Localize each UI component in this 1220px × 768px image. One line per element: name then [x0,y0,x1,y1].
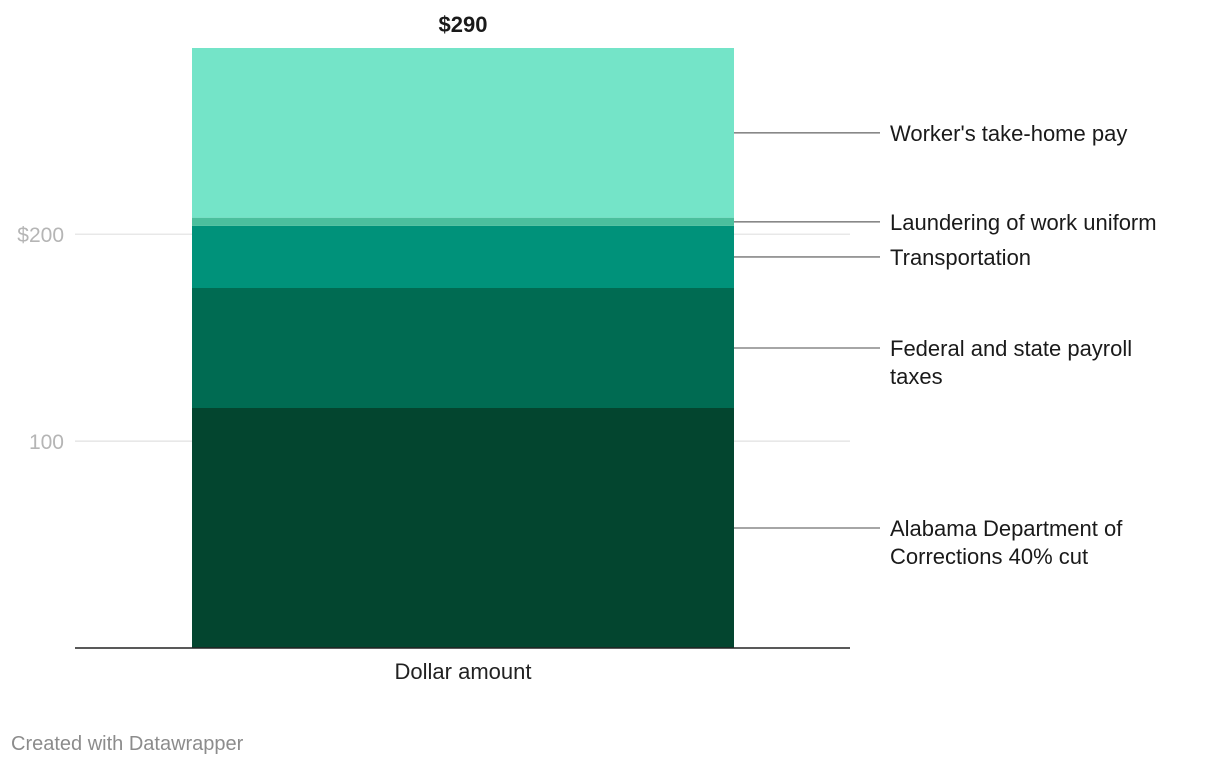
x-category-label: Dollar amount [395,659,532,684]
bar-segment-4 [192,48,734,218]
series-label-4: Worker's take-home pay [890,121,1127,146]
y-tick-label-0: 100 [29,431,64,454]
bar-segment-0 [192,408,734,648]
total-value-label: $290 [439,12,488,37]
series-label-2: Transportation [890,245,1031,270]
y-tick-label-1: $200 [17,224,64,247]
series-label-3: Laundering of work uniform [890,210,1157,235]
bar-segment-2 [192,225,734,288]
footer-credit: Created with Datawrapper [11,733,244,755]
series-label-0: Alabama Department of Corrections 40% cut [890,516,1123,569]
series-label-1: Federal and state payroll taxes [890,336,1132,389]
bar-segment-1 [192,288,734,408]
bar-segment-3 [192,217,734,226]
